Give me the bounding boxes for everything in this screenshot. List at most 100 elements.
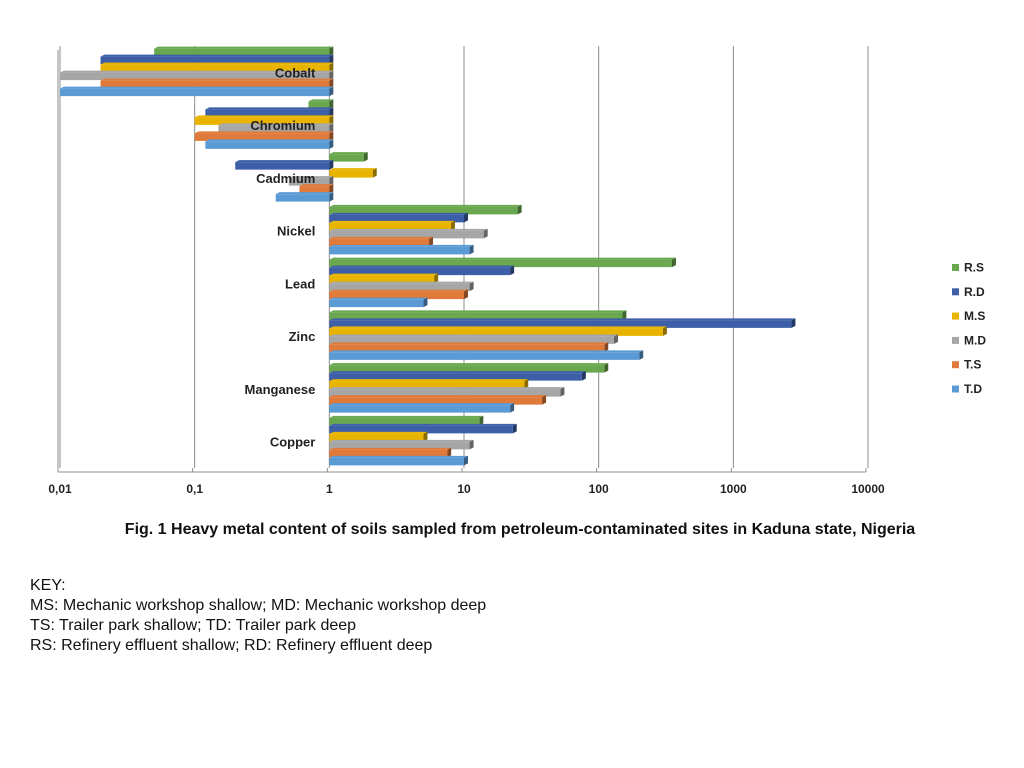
bar-front-face	[329, 267, 511, 276]
legend-swatch	[952, 264, 959, 271]
bar-front-face	[60, 72, 330, 81]
bar-top-face	[329, 423, 517, 426]
bar-side-face	[372, 168, 377, 178]
bar-top-face	[329, 379, 529, 382]
bar-front-face	[329, 154, 364, 162]
figure-caption: Fig. 1 Heavy metal content of soils samp…	[124, 521, 916, 538]
bar	[60, 86, 334, 97]
category-label: Cobalt	[275, 65, 316, 80]
bar	[329, 244, 474, 255]
bar-top-face	[329, 363, 609, 366]
bar-front-face	[194, 133, 330, 141]
bar-side-face	[434, 273, 439, 284]
category-label: Lead	[285, 276, 315, 291]
bar-top-face	[329, 297, 428, 300]
bar	[329, 403, 515, 413]
bar-side-face	[329, 54, 334, 65]
bar	[329, 431, 428, 442]
bar	[329, 265, 515, 276]
bar-top-face	[329, 152, 368, 155]
bar-side-face	[329, 123, 334, 133]
legend-swatch	[952, 312, 959, 320]
bar-front-face	[205, 141, 330, 149]
bar-side-face	[662, 326, 667, 336]
bar-side-face	[469, 281, 474, 292]
bar-front-face	[329, 457, 464, 466]
key-block: KEY: MS: Mechanic workshop shallow; MD: …	[30, 576, 486, 656]
bar	[329, 204, 522, 215]
bar	[205, 139, 334, 149]
bar-side-face	[329, 184, 334, 194]
bar-side-face	[423, 431, 428, 442]
x-tick-label: 1000	[720, 482, 747, 496]
bar-front-face	[100, 64, 330, 73]
bar-top-face	[329, 289, 468, 292]
x-tick-label: 0,1	[186, 482, 203, 496]
bar-front-face	[329, 246, 470, 255]
bar	[329, 379, 529, 389]
bar	[194, 131, 334, 141]
bar-top-face	[329, 350, 644, 353]
bar-side-face	[542, 395, 547, 405]
key-line: TS: Trailer park shallow; TD: Trailer pa…	[30, 617, 357, 634]
bar	[329, 257, 676, 268]
bar	[100, 62, 334, 73]
bar-front-face	[100, 56, 330, 65]
bar-top-face	[329, 168, 377, 171]
bar-side-face	[622, 310, 627, 320]
bar-top-face	[329, 265, 515, 268]
bar	[235, 160, 334, 170]
bar	[299, 184, 334, 194]
bar-side-face	[329, 86, 334, 97]
bar-front-face	[329, 389, 561, 397]
bar	[329, 228, 488, 239]
bar-top-face	[329, 326, 667, 329]
bar-front-face	[154, 48, 330, 57]
bar-top-face	[329, 403, 515, 406]
bar-front-face	[329, 291, 464, 300]
bar-front-face	[60, 88, 330, 97]
legend: R.S R.D M.S M.D T.S T.D	[952, 261, 986, 396]
bar	[100, 54, 334, 65]
bar-side-face	[469, 439, 474, 450]
bar-front-face	[329, 381, 525, 389]
legend-label: M.D	[964, 333, 986, 347]
bar-top-face	[205, 107, 334, 110]
bar-top-face	[100, 78, 334, 81]
bar-side-face	[450, 220, 455, 231]
bar	[329, 297, 428, 308]
bar-top-face	[275, 192, 334, 195]
bar-top-face	[60, 70, 334, 73]
legend-label: T.D	[964, 382, 982, 396]
bar-top-face	[329, 415, 484, 418]
bar-side-face	[329, 176, 334, 186]
category-label: Copper	[270, 435, 316, 450]
bar-side-face	[423, 297, 428, 308]
bar-front-face	[329, 397, 543, 405]
bar-top-face	[329, 387, 565, 390]
bar-side-face	[560, 387, 565, 397]
bar-front-face	[329, 425, 513, 434]
bar	[288, 176, 334, 186]
bar-front-face	[329, 433, 424, 442]
bar-front-face	[299, 186, 330, 194]
bars	[60, 46, 796, 466]
bar	[100, 78, 334, 89]
bar-side-face	[469, 244, 474, 255]
bar-side-face	[483, 228, 488, 239]
bar-front-face	[205, 109, 330, 117]
bar-top-face	[329, 212, 468, 215]
bar	[329, 423, 517, 434]
bar-front-face	[288, 178, 330, 186]
bar	[329, 342, 609, 352]
bar-top-face	[329, 204, 522, 207]
legend-swatch	[952, 361, 959, 369]
bar-side-face	[329, 62, 334, 73]
x-tick-label: 0,01	[48, 482, 72, 496]
bar-front-face	[235, 162, 330, 170]
bar-top-face	[329, 257, 676, 260]
category-label: Zinc	[289, 329, 316, 344]
bar-front-face	[329, 344, 605, 352]
legend-label: T.S	[964, 358, 981, 372]
bar-top-face	[329, 455, 468, 458]
